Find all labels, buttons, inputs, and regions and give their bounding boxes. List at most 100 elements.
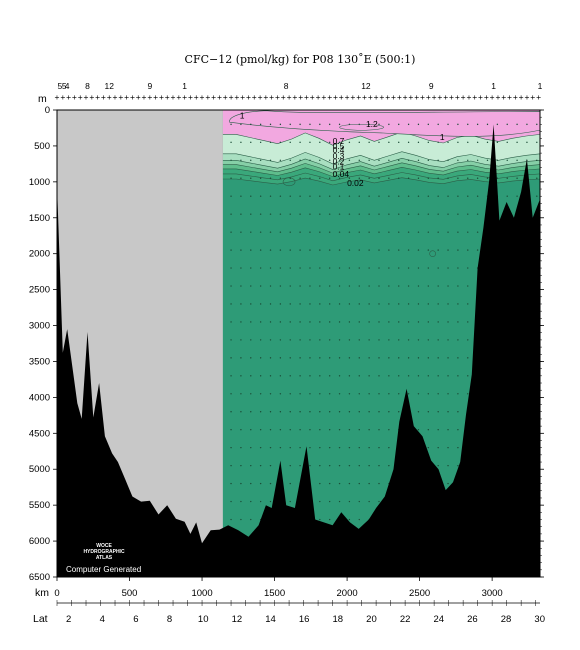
contour-label: 0.4 bbox=[333, 145, 345, 155]
sample-dot bbox=[319, 518, 321, 521]
sample-dot bbox=[398, 177, 400, 179]
sample-dot bbox=[289, 393, 291, 395]
sample-dot bbox=[417, 357, 420, 359]
sample-dot bbox=[240, 141, 242, 144]
sample-dot bbox=[269, 141, 272, 144]
sample-dot bbox=[476, 159, 479, 161]
sample-dot bbox=[259, 303, 262, 305]
sample-dot bbox=[358, 303, 360, 305]
sample-dot bbox=[358, 177, 360, 179]
sample-dot bbox=[447, 411, 449, 413]
sample-dot bbox=[230, 429, 232, 431]
sample-dot bbox=[240, 213, 242, 215]
sample-dot bbox=[388, 375, 390, 377]
sample-dot bbox=[398, 249, 400, 251]
sample-dot bbox=[388, 177, 390, 179]
sample-dot bbox=[289, 357, 291, 359]
sample-dot bbox=[250, 500, 252, 503]
sample-dot bbox=[358, 159, 360, 161]
sample-dot bbox=[417, 231, 420, 233]
sample-dot bbox=[388, 464, 390, 467]
sample-dot bbox=[536, 177, 538, 179]
sample-dot bbox=[358, 267, 360, 269]
sample-dot bbox=[289, 339, 291, 341]
sample-dot bbox=[240, 429, 242, 431]
sample-dot bbox=[230, 321, 232, 323]
station-marker: + bbox=[292, 92, 297, 102]
sample-dot bbox=[338, 231, 341, 233]
depth-axis: 0 500 1000 1500 2000 2500 3000 3500 4000 4500 5000… bbox=[29, 105, 544, 583]
sample-dot bbox=[398, 393, 400, 395]
sample-dot bbox=[348, 500, 351, 503]
station-marker: + bbox=[258, 92, 263, 102]
station-marker: + bbox=[368, 92, 373, 102]
sample-dot bbox=[368, 393, 370, 395]
sample-dot bbox=[378, 429, 380, 431]
sample-dot bbox=[259, 464, 262, 467]
sample-dot bbox=[407, 303, 410, 305]
sample-dot bbox=[378, 195, 380, 197]
station-marker: + bbox=[211, 92, 216, 102]
sample-dot bbox=[289, 213, 291, 215]
sample-dot bbox=[457, 339, 459, 341]
sample-dot bbox=[457, 177, 459, 179]
station-marker: + bbox=[519, 92, 524, 102]
sample-dot bbox=[299, 393, 301, 395]
sample-dot bbox=[240, 518, 242, 521]
sample-dot bbox=[358, 411, 360, 413]
sample-dot bbox=[259, 141, 262, 144]
sample-dot bbox=[279, 231, 282, 233]
sample-dot bbox=[279, 195, 282, 197]
sample-dot bbox=[269, 321, 272, 323]
sample-dot bbox=[230, 123, 232, 126]
sample-dot bbox=[289, 267, 291, 269]
sample-dot bbox=[437, 213, 439, 215]
sample-dot bbox=[319, 213, 321, 215]
station-marker: + bbox=[142, 92, 147, 102]
sample-dot bbox=[230, 393, 232, 395]
sample-dot bbox=[388, 123, 390, 126]
sample-dot bbox=[250, 231, 252, 233]
sample-dot bbox=[240, 303, 242, 305]
sample-dot bbox=[299, 159, 301, 161]
sample-dot bbox=[427, 357, 430, 359]
station-marker: + bbox=[113, 92, 118, 102]
sample-dot bbox=[407, 141, 410, 144]
station-marker: + bbox=[362, 92, 367, 102]
depth-tick-label: 3000 bbox=[29, 321, 50, 332]
sample-dot bbox=[279, 285, 282, 287]
sample-dot bbox=[407, 339, 410, 341]
sample-dot bbox=[230, 500, 232, 503]
sample-dot bbox=[407, 357, 410, 359]
sample-dot bbox=[348, 518, 351, 521]
station-marker: + bbox=[159, 92, 164, 102]
sample-dot bbox=[398, 231, 400, 233]
sample-dot bbox=[398, 267, 400, 269]
sample-dot bbox=[476, 195, 479, 197]
station-number: 8 bbox=[284, 81, 289, 91]
sample-dot bbox=[309, 195, 311, 197]
sample-dot bbox=[417, 321, 420, 323]
sample-dot bbox=[250, 411, 252, 413]
sample-dot bbox=[269, 285, 272, 287]
sample-dot bbox=[348, 357, 351, 359]
sample-dot bbox=[259, 267, 262, 269]
station-marker: + bbox=[60, 92, 65, 102]
sample-dot bbox=[447, 482, 449, 485]
sample-dot bbox=[279, 446, 282, 449]
sample-dot bbox=[279, 429, 282, 431]
sample-dot bbox=[348, 231, 351, 233]
sample-dot bbox=[338, 141, 341, 144]
woce-atlas-logo: WOCE HYDROGRAPHIC ATLAS Computer Generat… bbox=[66, 543, 141, 574]
depth-tick-label: 5000 bbox=[29, 464, 50, 475]
station-marker: + bbox=[316, 92, 321, 102]
contour-eddy bbox=[282, 177, 296, 187]
sample-dot bbox=[338, 249, 341, 251]
sample-dot bbox=[259, 159, 262, 161]
sample-dot bbox=[299, 375, 301, 377]
sample-dot bbox=[457, 321, 459, 323]
sample-dot bbox=[407, 231, 410, 233]
sample-dot bbox=[447, 231, 449, 233]
sample-dot bbox=[240, 464, 242, 467]
sample-dot bbox=[457, 303, 459, 305]
